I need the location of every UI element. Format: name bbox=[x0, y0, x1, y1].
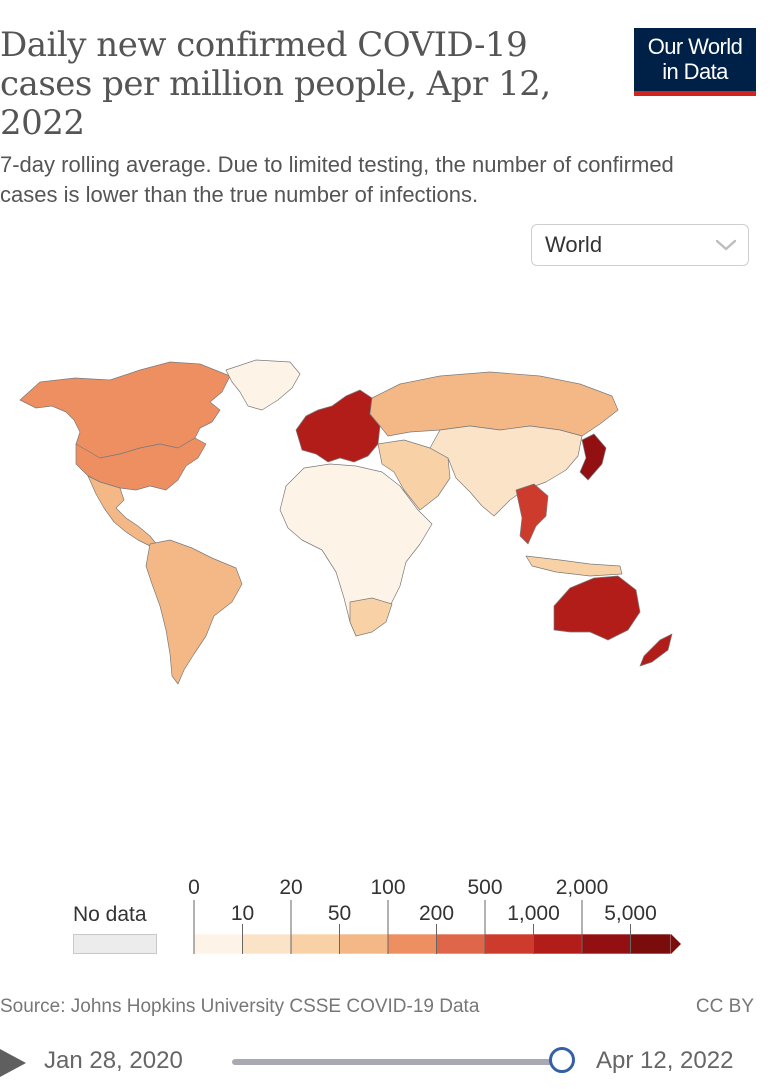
no-data-swatch bbox=[73, 934, 157, 954]
legend-arrow bbox=[671, 934, 681, 954]
timeline-track[interactable] bbox=[232, 1059, 562, 1065]
map-region-southern-africa[interactable] bbox=[349, 597, 393, 637]
legend-tick-label: 1,000 bbox=[507, 902, 560, 925]
color-legend: No data 0 20 100 500 2,000 10 50 200 1,000 5,000 bbox=[0, 870, 774, 960]
legend-scale bbox=[193, 900, 681, 955]
logo-line-1: Our World bbox=[647, 34, 743, 59]
legend-tick-label: 10 bbox=[230, 902, 255, 925]
map-region-asia[interactable] bbox=[429, 425, 583, 517]
timeline-handle[interactable] bbox=[549, 1047, 575, 1073]
legend-bin[interactable] bbox=[339, 933, 389, 955]
map-region-korea-japan[interactable] bbox=[579, 433, 607, 481]
map-region-southeast-asia[interactable] bbox=[515, 483, 549, 545]
map-region-middle-east[interactable] bbox=[377, 439, 451, 511]
legend-tick-label: 0 bbox=[188, 876, 200, 899]
map-region-indonesia[interactable] bbox=[525, 555, 623, 577]
region-select-value: World bbox=[545, 232, 603, 257]
chart-subtitle: 7-day rolling average. Due to limited te… bbox=[0, 152, 674, 207]
timeline: Jan 28, 2020 Apr 12, 2022 bbox=[0, 1040, 774, 1086]
legend-bin[interactable] bbox=[533, 933, 583, 955]
legend-tick-label: 100 bbox=[370, 876, 406, 899]
legend-bin[interactable] bbox=[193, 933, 243, 955]
map-region-mexico-central-america[interactable] bbox=[87, 475, 159, 547]
legend-bin[interactable] bbox=[484, 933, 534, 955]
map-region-new-zealand[interactable] bbox=[639, 633, 673, 667]
map-region-australia[interactable] bbox=[553, 575, 641, 641]
timeline-start-date: Jan 28, 2020 bbox=[44, 1047, 183, 1074]
play-icon[interactable] bbox=[0, 1048, 30, 1078]
legend-bin[interactable] bbox=[630, 933, 672, 955]
legend-bin[interactable] bbox=[387, 933, 437, 955]
map-region-russia[interactable] bbox=[369, 371, 619, 437]
legend-tick-label: 2,000 bbox=[555, 876, 609, 899]
region-select[interactable]: World bbox=[531, 224, 749, 266]
legend-bin[interactable] bbox=[290, 933, 340, 955]
legend-tick-label: 50 bbox=[327, 902, 352, 925]
map-region-africa[interactable] bbox=[279, 463, 433, 637]
legend-bin[interactable] bbox=[242, 933, 292, 955]
legend-bin[interactable] bbox=[436, 933, 486, 955]
no-data-label: No data bbox=[73, 903, 147, 926]
legend-tick-label: 500 bbox=[467, 876, 503, 899]
logo-accent-bar bbox=[634, 91, 756, 96]
legend-tick-label: 20 bbox=[279, 876, 303, 899]
world-map[interactable] bbox=[0, 340, 774, 700]
source-note[interactable]: Source: Johns Hopkins University CSSE CO… bbox=[0, 996, 480, 1017]
map-region-south-america[interactable] bbox=[145, 539, 243, 685]
map-region-greenland[interactable] bbox=[225, 359, 301, 411]
license-label[interactable]: CC BY bbox=[695, 996, 754, 1017]
timeline-end-date: Apr 12, 2022 bbox=[596, 1047, 734, 1074]
legend-bin[interactable] bbox=[581, 933, 631, 955]
legend-tick-label: 200 bbox=[418, 902, 455, 925]
logo-line-2: in Data bbox=[662, 59, 728, 84]
legend-tick-label: 5,000 bbox=[604, 902, 657, 925]
owid-logo[interactable]: Our World in Data bbox=[634, 28, 756, 96]
chart-title: Daily new confirmed COVID-19 cases per m… bbox=[0, 25, 551, 143]
chevron-down-icon bbox=[714, 235, 738, 261]
map-region-europe[interactable] bbox=[295, 389, 381, 463]
